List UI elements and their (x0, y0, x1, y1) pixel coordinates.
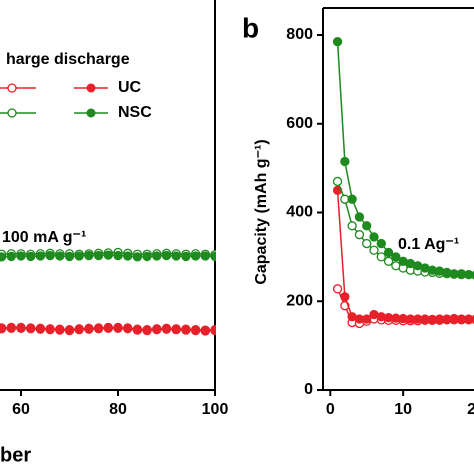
x-tick-label: 60 (12, 401, 30, 418)
discharge-marker (171, 324, 181, 334)
discharge-marker (16, 322, 26, 333)
discharge-marker (391, 252, 401, 262)
y-tick-label: 0 (304, 381, 313, 398)
x-tick-label: 10 (394, 401, 412, 418)
discharge-marker (190, 324, 201, 335)
y-tick-label: 600 (286, 115, 313, 132)
discharge-marker (362, 314, 372, 324)
y-tick-label: 800 (286, 26, 313, 43)
discharge-marker (84, 250, 94, 261)
discharge-marker (376, 238, 386, 249)
charge-marker (369, 245, 379, 255)
discharge-marker (93, 250, 104, 261)
discharge-marker (442, 267, 452, 278)
x-tick-label: 20 (467, 401, 474, 418)
x-tick-label: 80 (109, 401, 127, 418)
discharge-marker (340, 156, 350, 167)
charge-marker (347, 221, 357, 231)
discharge-marker (200, 325, 210, 335)
discharge-marker (74, 251, 84, 261)
x-axis-label: ber (0, 444, 31, 466)
discharge-marker (142, 251, 152, 262)
y-axis-label: Capacity (mAh g⁻¹) (253, 139, 270, 284)
legend-marker (7, 83, 17, 93)
discharge-marker (369, 232, 379, 242)
discharge-marker (93, 323, 104, 333)
discharge-marker (55, 251, 65, 261)
discharge-marker (332, 37, 343, 47)
discharge-marker (123, 251, 133, 261)
legend-label: NSC (118, 104, 152, 121)
discharge-marker (210, 251, 216, 262)
discharge-marker (152, 251, 162, 261)
discharge-marker (103, 250, 113, 260)
discharge-marker (161, 323, 172, 333)
panel-b: 010200200400600800 (286, 7, 474, 418)
discharge-marker (362, 221, 372, 231)
discharge-marker (55, 324, 65, 334)
discharge-marker (181, 324, 191, 334)
y-tick-label: 400 (286, 204, 313, 221)
discharge-marker (152, 324, 162, 334)
discharge-marker (340, 292, 350, 302)
annotation: 0.1 Ag⁻¹ (398, 236, 459, 253)
discharge-marker (74, 324, 84, 334)
discharge-marker (35, 251, 46, 261)
discharge-marker (354, 212, 365, 222)
discharge-marker (103, 322, 113, 333)
discharge-marker (123, 323, 133, 333)
plot-area (332, 37, 474, 329)
x-tick-label: 100 (202, 401, 229, 418)
annotation: 100 mA g⁻¹ (2, 229, 86, 246)
plot-area (0, 247, 216, 336)
charge-marker (383, 256, 394, 266)
discharge-marker (210, 325, 216, 335)
discharge-marker (171, 251, 181, 261)
discharge-marker (6, 322, 16, 333)
discharge-marker (347, 194, 357, 204)
discharge-marker (434, 266, 445, 276)
charge-marker (332, 176, 343, 187)
legend-title: harge discharge (6, 51, 130, 68)
y-tick-label: 200 (286, 292, 313, 309)
discharge-marker (132, 324, 143, 334)
discharge-marker (113, 250, 123, 261)
discharge-marker (45, 250, 55, 261)
discharge-marker (161, 250, 172, 261)
discharge-marker (6, 251, 16, 262)
discharge-marker (142, 324, 152, 335)
discharge-marker (132, 252, 143, 262)
panel-label: b (242, 12, 259, 43)
charge-marker (362, 238, 372, 249)
legend-label: UC (118, 79, 142, 96)
discharge-marker (0, 252, 7, 262)
discharge-marker (0, 323, 7, 333)
discharge-marker (26, 323, 36, 333)
legend-marker (86, 108, 96, 118)
legend-marker (7, 108, 17, 118)
series-line (336, 190, 474, 321)
discharge-marker (181, 251, 191, 262)
discharge-marker (113, 322, 123, 333)
charge-marker (354, 230, 365, 240)
x-tick-label: 0 (326, 401, 335, 418)
charge-marker (332, 284, 343, 294)
discharge-marker (64, 324, 75, 335)
discharge-marker (84, 323, 94, 333)
discharge-marker (16, 251, 26, 261)
discharge-marker (45, 324, 55, 334)
panel-a: 60 80 100 UC NSC (0, 0, 228, 418)
discharge-marker (383, 247, 394, 258)
discharge-marker (190, 251, 201, 261)
discharge-marker (35, 323, 46, 333)
charge-marker (376, 252, 386, 262)
legend-marker (86, 83, 96, 93)
discharge-marker (64, 251, 75, 262)
discharge-marker (200, 251, 210, 261)
discharge-marker (26, 251, 36, 262)
